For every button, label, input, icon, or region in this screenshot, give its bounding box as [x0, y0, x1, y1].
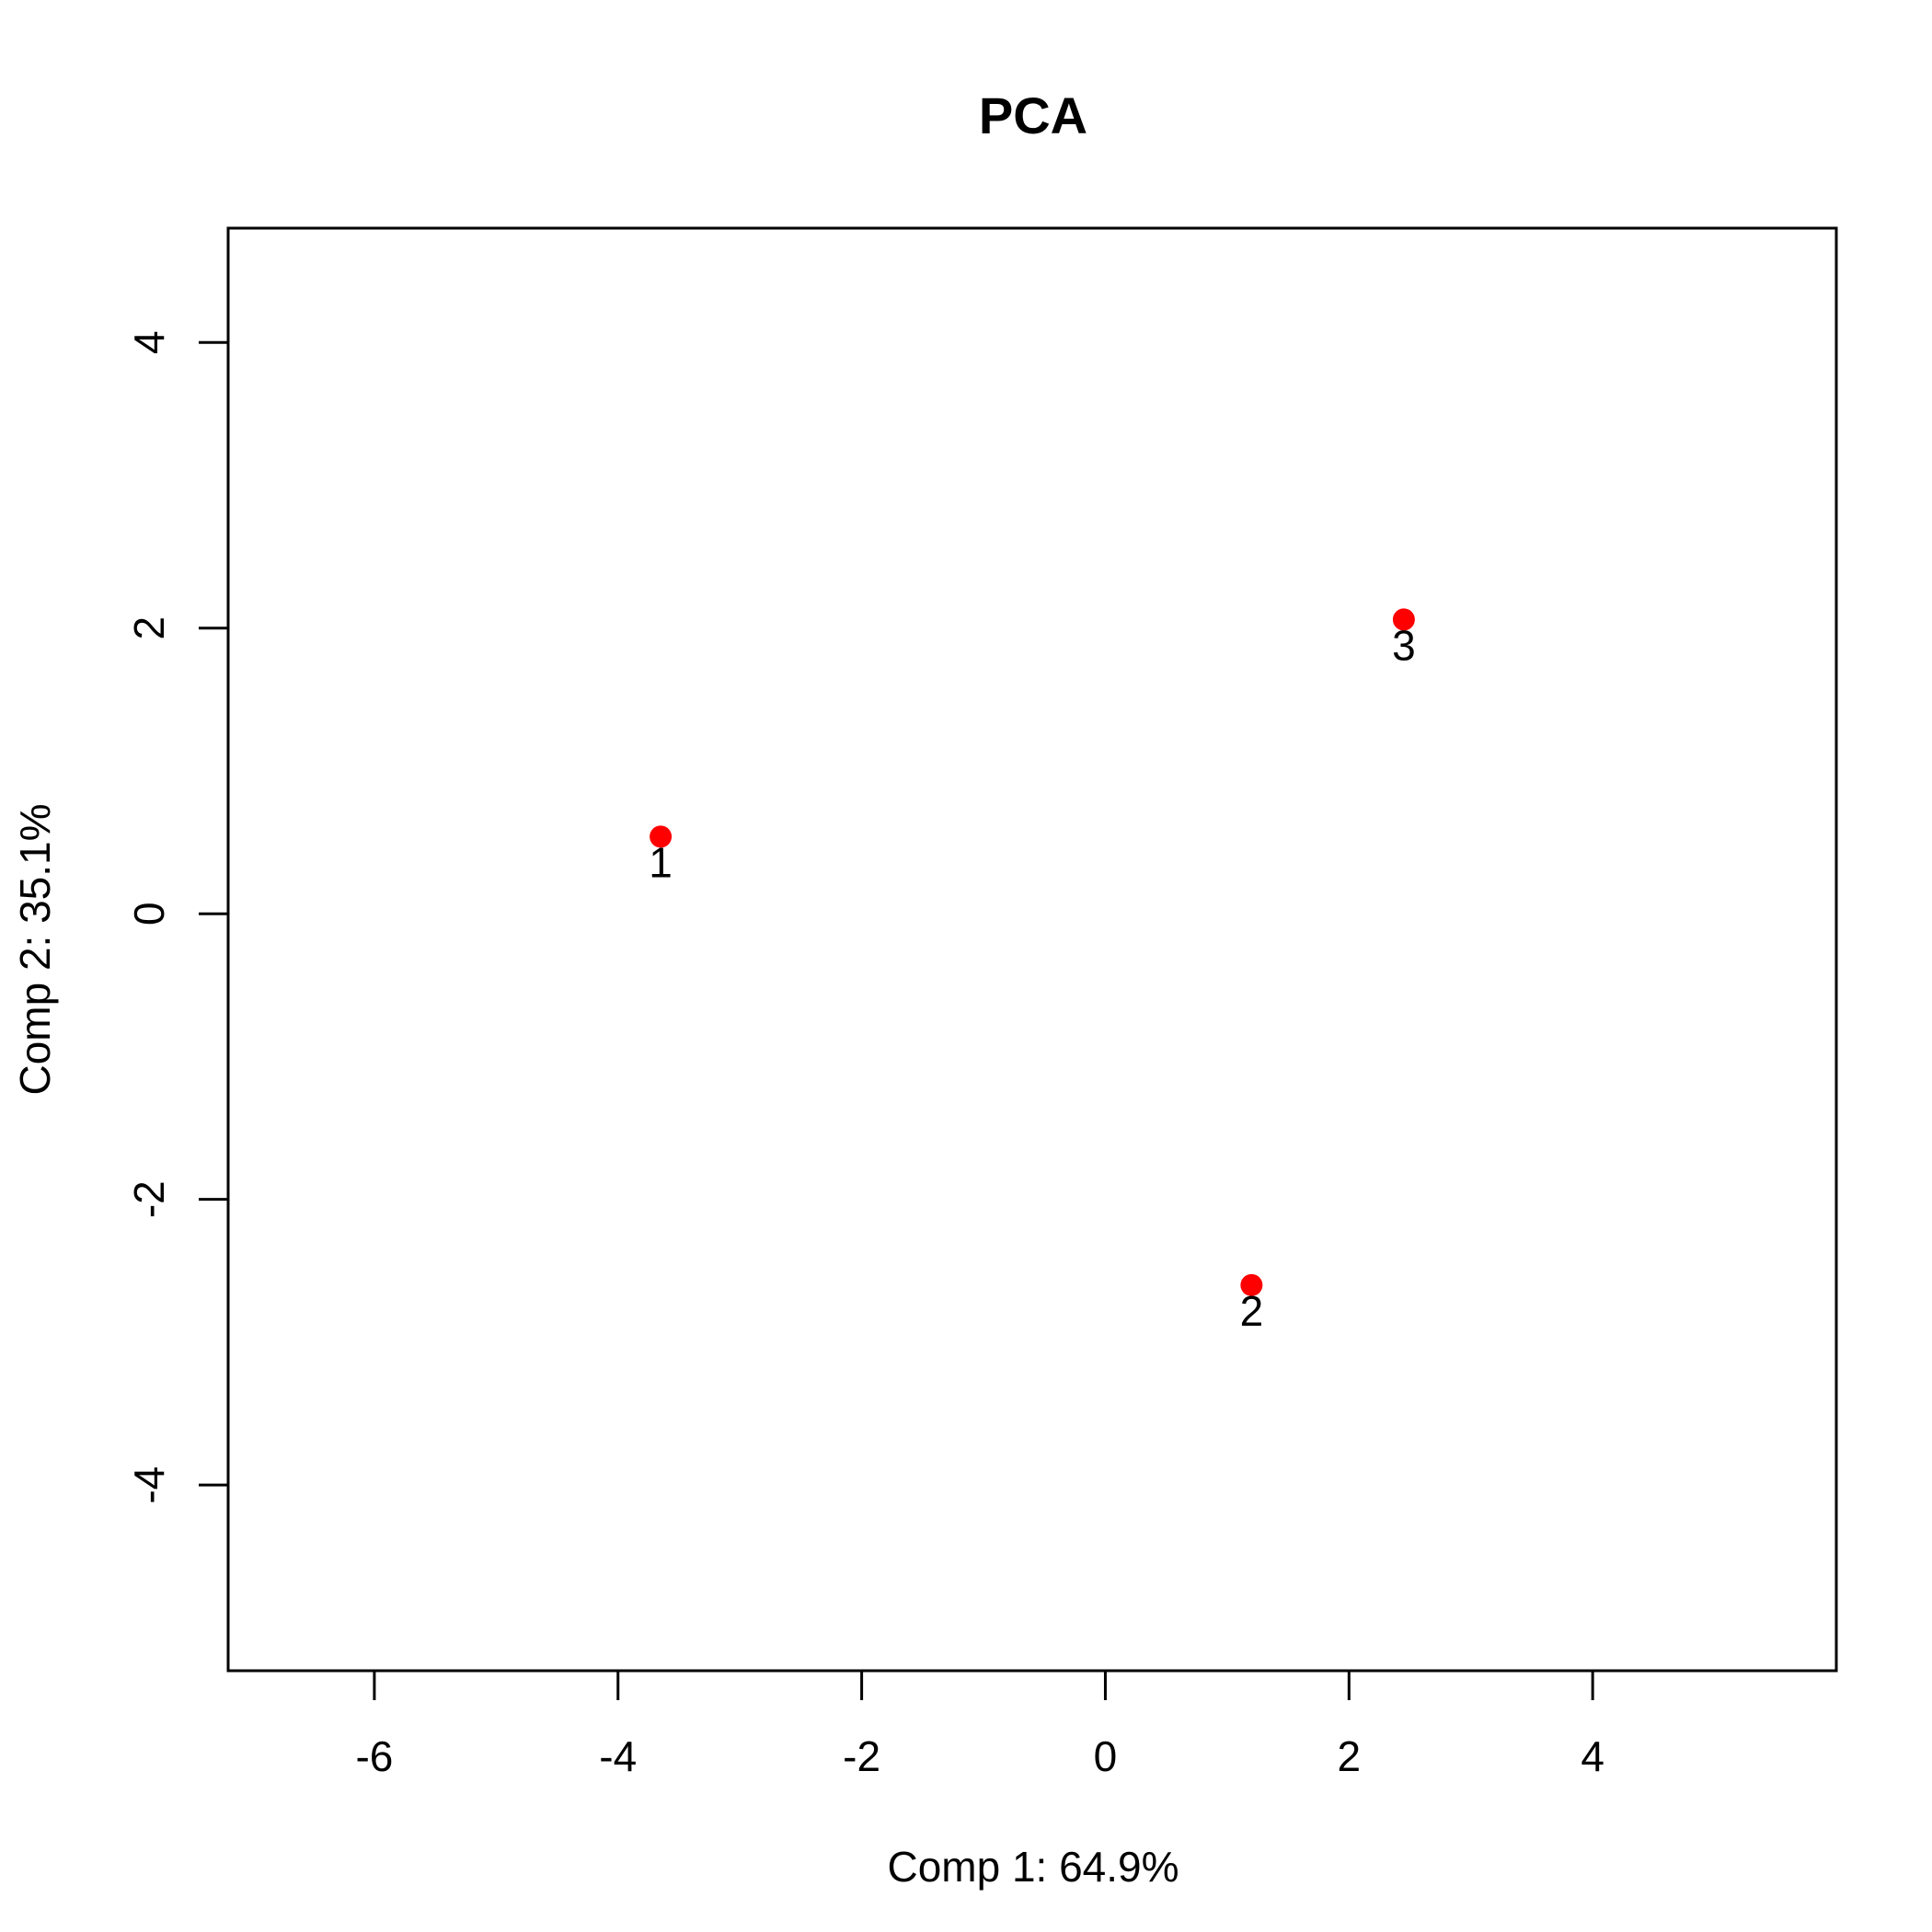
x-tick-label: 0: [1094, 1732, 1118, 1780]
data-point-label: 3: [1392, 621, 1416, 669]
data-points: 1 2 3: [649, 608, 1416, 1335]
data-point-2: [1240, 1273, 1263, 1296]
y-tick-label: -2: [125, 1180, 173, 1218]
chart-title: PCA: [979, 86, 1087, 144]
data-point-label: 2: [1240, 1287, 1264, 1335]
data-point-3: [1392, 608, 1415, 631]
y-axis-label: Comp 2: 35.1%: [11, 803, 59, 1095]
plot-frame: [226, 226, 1838, 1673]
data-point-label: 1: [649, 838, 673, 886]
x-tick-label: -2: [843, 1732, 880, 1780]
x-tick-label: -6: [355, 1732, 393, 1780]
y-tick-label: -4: [125, 1466, 173, 1504]
x-axis: -6 -4 -2 0 2 4: [355, 1669, 1604, 1780]
y-tick-label: 0: [125, 902, 173, 926]
y-axis: -4 -2 0 2 4: [125, 330, 230, 1504]
x-tick-label: 2: [1338, 1732, 1362, 1780]
y-tick-label: 2: [125, 616, 173, 640]
x-tick-label: 4: [1581, 1732, 1604, 1780]
y-tick-label: 4: [125, 330, 173, 354]
x-tick-label: -4: [599, 1732, 637, 1780]
data-point-1: [650, 825, 673, 848]
x-axis-label: Comp 1: 64.9%: [887, 1843, 1179, 1891]
